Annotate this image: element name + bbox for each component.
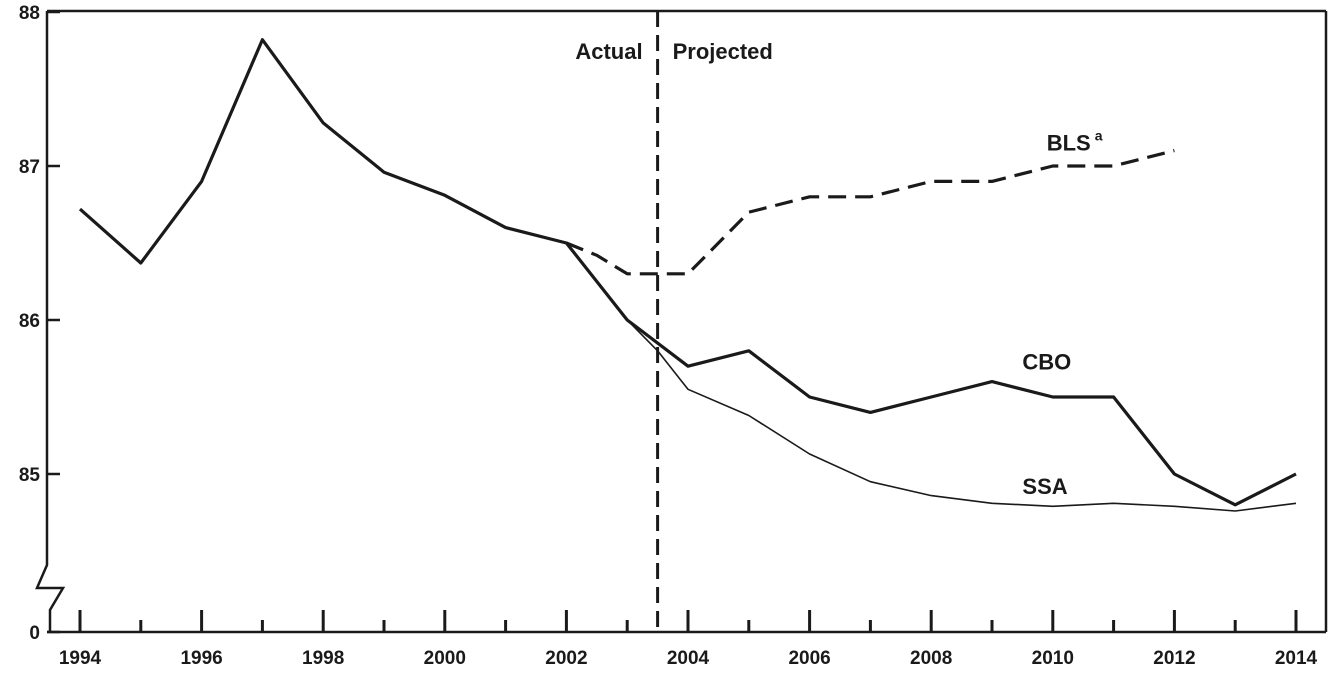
series-layer — [78, 38, 1297, 512]
plot-frame — [35, 9, 1328, 634]
x-tick-label: 2012 — [1153, 648, 1195, 669]
projected-label: Projected — [673, 39, 773, 64]
y-tick-label: 85 — [19, 465, 41, 486]
series-label-bls: BLS a — [1047, 128, 1103, 156]
series-label-cbo: CBO — [1022, 349, 1071, 374]
x-tick-label: 1996 — [180, 648, 222, 669]
x-tick-label: 1994 — [59, 648, 102, 669]
series-line-bls — [565, 149, 1175, 276]
y-tick-label: 0 — [29, 623, 40, 644]
y-tick-label: 88 — [19, 3, 40, 24]
x-tick-label: 1998 — [302, 648, 344, 669]
x-tick-label: 2004 — [667, 648, 710, 669]
x-tick-label: 2008 — [910, 648, 952, 669]
y-axis-break — [35, 11, 66, 632]
series-line-cbo — [78, 38, 1297, 507]
y-axis: 0 85 86 87 88 — [19, 3, 60, 644]
x-tick-label: 2010 — [1032, 648, 1074, 669]
x-tick-label: 2000 — [424, 648, 466, 669]
x-axis: 1994 1996 1998 2000 2002 2004 2006 2008 2010 2012… — [59, 610, 1318, 669]
series-label-layer: BLS a CBO SSA — [1022, 128, 1102, 499]
series-label-superscript: a — [1095, 128, 1103, 144]
actual-label: Actual — [575, 39, 642, 64]
y-tick-label: 87 — [19, 157, 40, 178]
x-tick-label: 2014 — [1275, 648, 1318, 669]
series-line-ssa — [626, 319, 1297, 512]
series-label-ssa: SSA — [1022, 474, 1067, 499]
x-tick-label: 2002 — [545, 648, 587, 669]
y-tick-label: 86 — [19, 311, 40, 332]
x-tick-label: 2006 — [788, 648, 830, 669]
